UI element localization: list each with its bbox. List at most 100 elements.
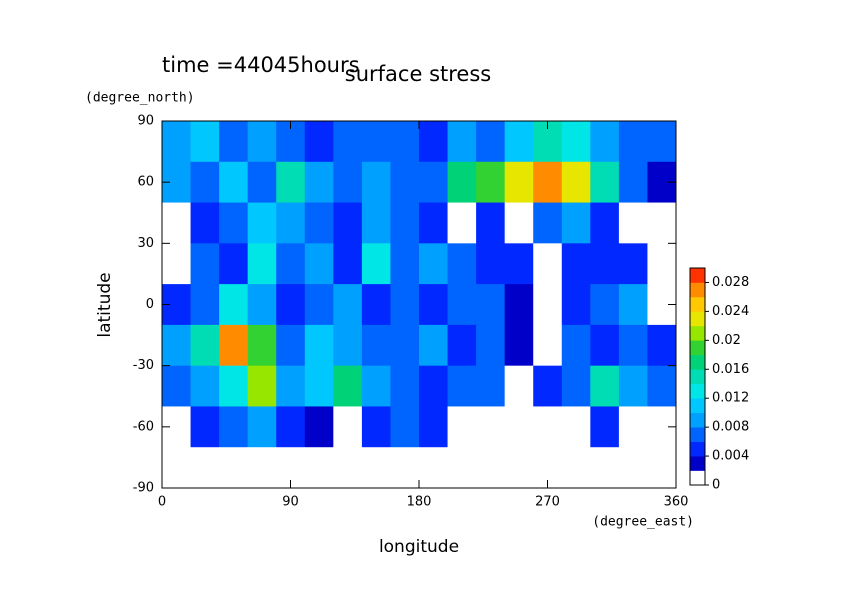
- heat-cell: [219, 406, 249, 448]
- heat-cell: [247, 365, 277, 407]
- heat-cell: [476, 284, 506, 326]
- x-axis-title: longitude: [379, 537, 459, 557]
- heat-cell: [333, 406, 363, 448]
- heat-cell: [561, 243, 591, 285]
- heat-cell: [333, 121, 363, 163]
- heat-cell: [219, 121, 249, 163]
- heat-cell: [561, 121, 591, 163]
- heat-cell: [247, 447, 277, 489]
- heat-cell: [561, 284, 591, 326]
- y-tick-label: -60: [133, 419, 154, 434]
- heat-cell: [533, 243, 563, 285]
- heat-cell: [219, 447, 249, 489]
- heat-cell: [304, 365, 334, 407]
- heat-cell: [504, 284, 534, 326]
- heat-cell: [504, 365, 534, 407]
- heat-cell: [476, 406, 506, 448]
- heat-cell: [419, 365, 449, 407]
- colorbar-swatch: [690, 441, 705, 457]
- y-tick-label: -30: [133, 358, 154, 373]
- colorbar-tick-label: 0.028: [712, 275, 749, 290]
- heat-cell: [361, 324, 391, 367]
- heat-cell: [276, 161, 306, 204]
- heat-cell: [162, 121, 192, 163]
- heat-cell: [561, 202, 591, 244]
- heat-cell: [219, 365, 249, 407]
- heat-cell: [219, 161, 249, 204]
- heat-cell: [504, 161, 534, 204]
- heat-cell: [219, 324, 249, 367]
- colorbar-swatch: [690, 383, 705, 399]
- heat-cell: [476, 202, 506, 244]
- heat-cell: [419, 284, 449, 326]
- heat-cell: [590, 243, 620, 285]
- heat-cell: [333, 202, 363, 244]
- heat-cell: [276, 406, 306, 448]
- heat-cell: [361, 121, 391, 163]
- heat-cell: [247, 284, 277, 326]
- heat-cell: [190, 121, 220, 163]
- heat-cell: [190, 447, 220, 489]
- heat-cell: [504, 324, 534, 367]
- heat-cell: [190, 284, 220, 326]
- heat-cell: [190, 324, 220, 367]
- x-unit: (degree_east): [592, 515, 694, 530]
- heat-cell: [333, 447, 363, 489]
- heat-cell: [419, 121, 449, 163]
- heat-cell: [533, 284, 563, 326]
- y-unit: (degree_north): [85, 91, 195, 106]
- heat-cell: [476, 161, 506, 204]
- y-axis-title: latitude: [95, 272, 115, 337]
- heat-cell: [590, 365, 620, 407]
- colorbar-tick-label: 0.004: [712, 449, 749, 464]
- colorbar-swatch: [690, 369, 705, 385]
- heat-cell: [190, 365, 220, 407]
- heat-cell: [561, 365, 591, 407]
- colorbar-tick-label: 0: [712, 478, 720, 493]
- heat-cell: [419, 202, 449, 244]
- heat-cell: [247, 121, 277, 163]
- x-tick-label: 270: [535, 495, 560, 510]
- heat-cell: [390, 161, 420, 204]
- heat-cell: [361, 161, 391, 204]
- heat-cell: [419, 324, 449, 367]
- heat-cell: [304, 161, 334, 204]
- heat-cell: [390, 324, 420, 367]
- heat-cell: [618, 121, 648, 163]
- heat-cell: [276, 284, 306, 326]
- colorbar-swatch: [690, 412, 705, 428]
- colorbar-swatch: [690, 340, 705, 356]
- y-tick-label: 30: [137, 236, 154, 251]
- chart-subtitle: time =44045hours: [162, 53, 360, 77]
- y-tick-label: -90: [133, 481, 154, 496]
- heat-cell: [219, 202, 249, 244]
- heat-cell: [618, 324, 648, 367]
- heat-cell: [162, 324, 192, 367]
- heat-cell: [361, 447, 391, 489]
- x-tick-label: 90: [282, 495, 299, 510]
- heat-cell: [447, 161, 477, 204]
- heat-cell: [361, 365, 391, 407]
- heat-cell: [190, 243, 220, 285]
- heat-cell: [247, 243, 277, 285]
- heat-cell: [561, 324, 591, 367]
- colorbar-swatch: [690, 427, 705, 442]
- heat-cell: [504, 447, 534, 489]
- colorbar-swatch: [690, 268, 705, 283]
- colorbar-tick-label: 0.012: [712, 391, 749, 406]
- heat-cell: [647, 121, 677, 163]
- heat-cell: [304, 324, 334, 367]
- heat-cell: [333, 161, 363, 204]
- heat-cell: [590, 161, 620, 204]
- heat-cell: [618, 284, 648, 326]
- heat-cell: [561, 161, 591, 204]
- heat-cell: [476, 121, 506, 163]
- x-tick-label: 0: [158, 495, 166, 510]
- heat-cell: [504, 121, 534, 163]
- heat-cell: [590, 121, 620, 163]
- heat-cell: [419, 161, 449, 204]
- heat-cell: [590, 284, 620, 326]
- heat-cell: [333, 284, 363, 326]
- heat-cell: [162, 202, 192, 244]
- heat-cell: [561, 447, 591, 489]
